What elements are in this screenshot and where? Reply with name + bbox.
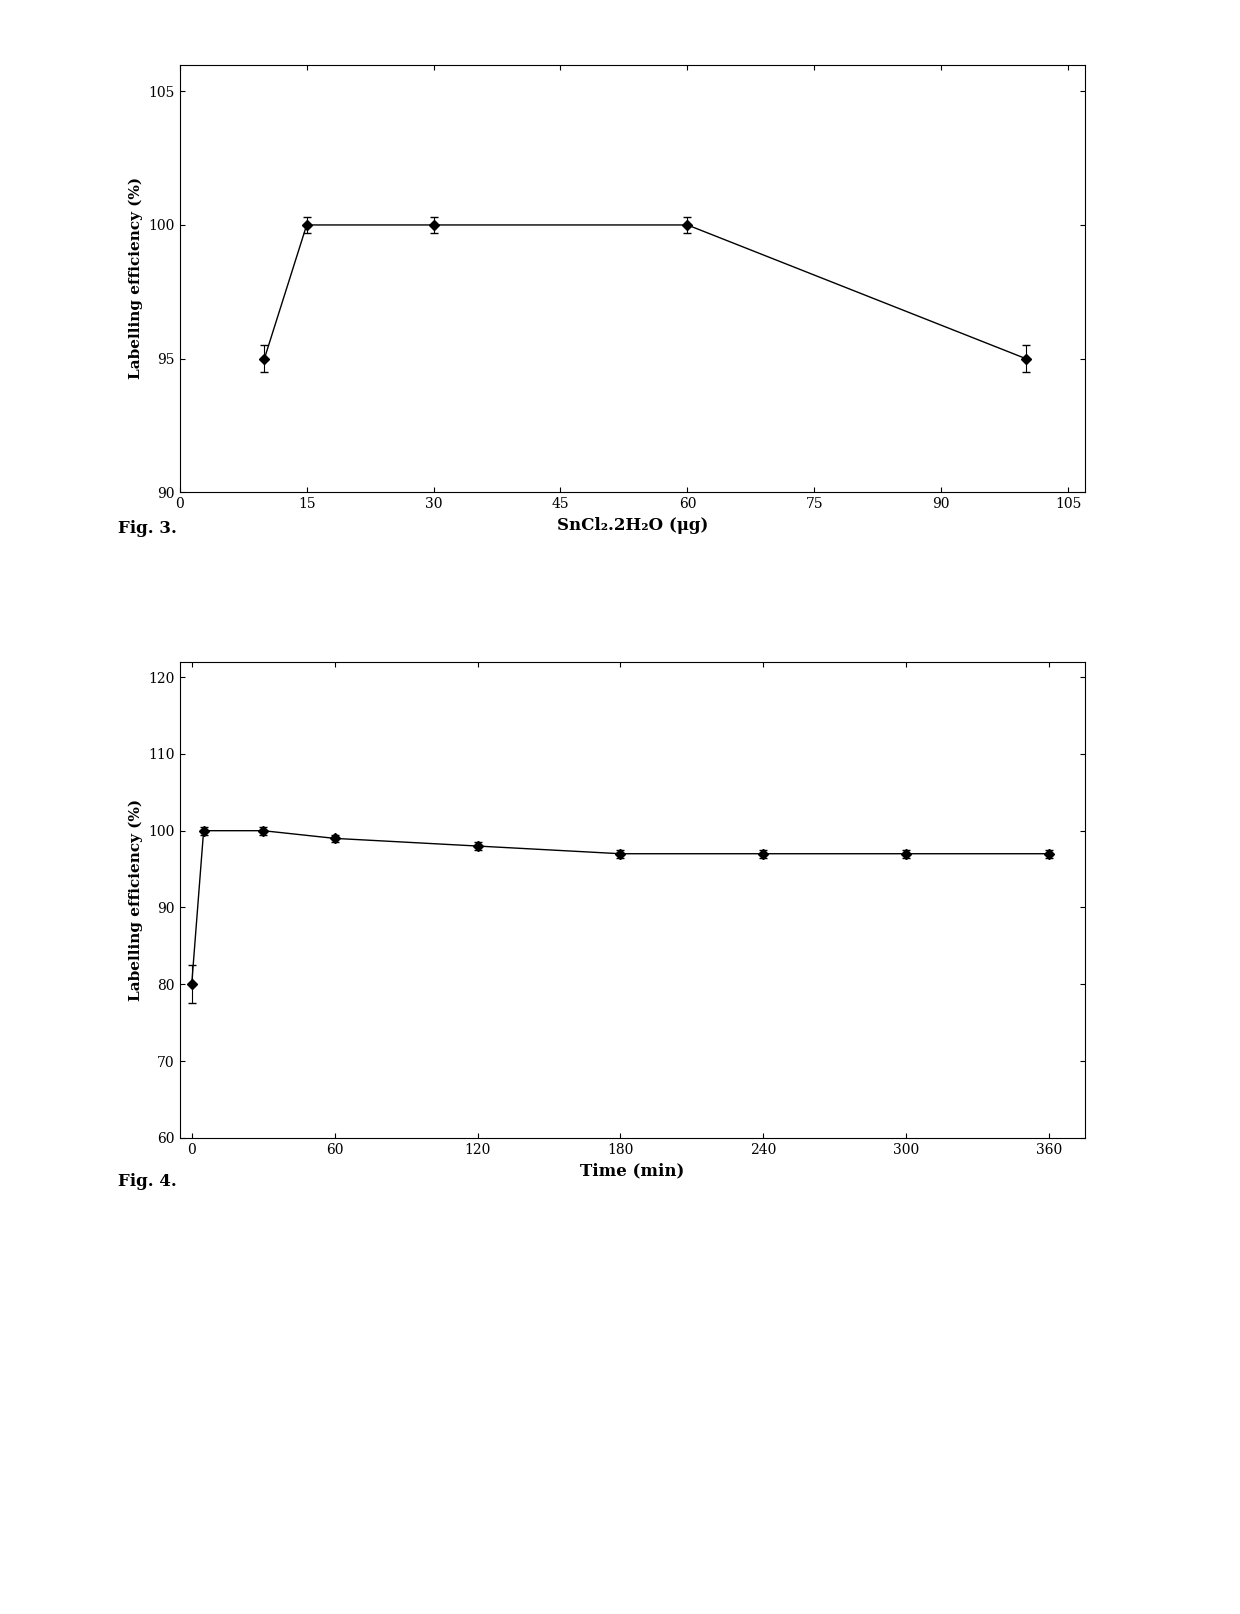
Y-axis label: Labelling efficiency (%): Labelling efficiency (%)	[129, 799, 143, 1001]
Text: Fig. 4.: Fig. 4.	[118, 1173, 176, 1190]
Text: Fig. 3.: Fig. 3.	[118, 520, 176, 536]
X-axis label: SnCl₂.2H₂O (μg): SnCl₂.2H₂O (μg)	[557, 516, 708, 534]
X-axis label: Time (min): Time (min)	[580, 1162, 684, 1180]
Y-axis label: Labelling efficiency (%): Labelling efficiency (%)	[129, 178, 143, 379]
